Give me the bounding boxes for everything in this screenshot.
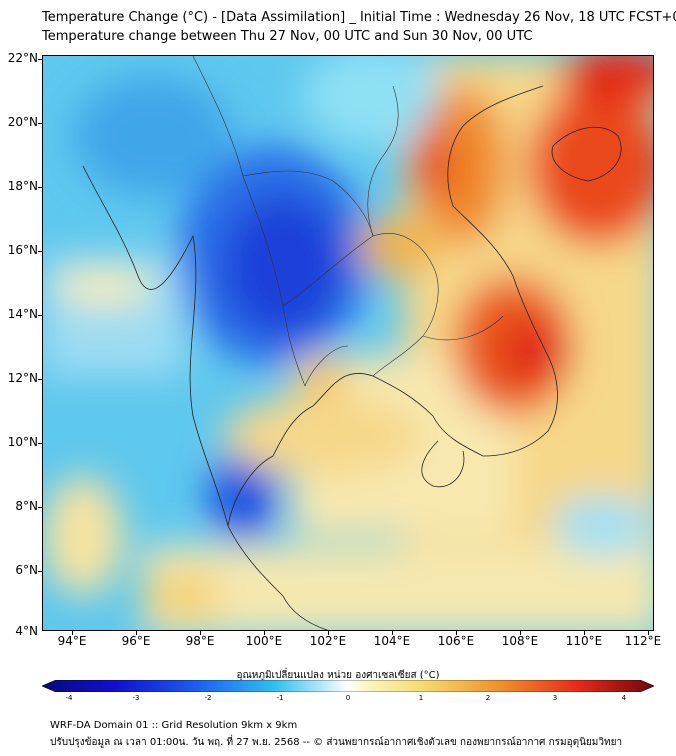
- colorbar-tick: -1: [276, 694, 284, 702]
- lat-tick: [38, 379, 42, 380]
- lat-label-10n: 10°N: [7, 435, 38, 449]
- lon-tick: [520, 631, 521, 635]
- lon-label-102e: 102°E: [309, 634, 347, 648]
- lon-label-110e: 110°E: [565, 634, 603, 648]
- lon-label-94e: 94°E: [57, 634, 87, 648]
- lat-label-14n: 14°N: [7, 307, 38, 321]
- lon-tick: [648, 631, 649, 635]
- colorbar-tick: 4: [621, 694, 627, 702]
- colorbar-tick: -3: [132, 694, 140, 702]
- temperature-field: [43, 56, 653, 630]
- lon-tick: [72, 631, 73, 635]
- footer-credit: ปรับปรุงข้อมูล ณ เวลา 01:00น. วัน พฤ. ที…: [50, 737, 623, 748]
- lat-tick: [38, 251, 42, 252]
- lon-label-108e: 108°E: [501, 634, 539, 648]
- lon-label-100e: 100°E: [245, 634, 283, 648]
- colorbar-tick: 3: [552, 694, 558, 702]
- lat-label-6n: 6°N: [15, 563, 38, 577]
- lat-tick: [38, 507, 42, 508]
- lon-tick: [456, 631, 457, 635]
- lat-label-4n: 4°N: [15, 624, 38, 638]
- lon-label-104e: 104°E: [373, 634, 411, 648]
- lon-tick: [328, 631, 329, 635]
- lon-tick: [136, 631, 137, 635]
- lon-tick: [264, 631, 265, 635]
- lat-label-20n: 20°N: [7, 115, 38, 129]
- lon-label-96e: 96°E: [121, 634, 151, 648]
- lon-label-106e: 106°E: [437, 634, 475, 648]
- lat-label-12n: 12°N: [7, 371, 38, 385]
- colorbar: [42, 680, 654, 692]
- lat-tick: [38, 187, 42, 188]
- lon-label-98e: 98°E: [185, 634, 215, 648]
- colorbar-tick: 1: [418, 694, 424, 702]
- lon-label-112e: 112°E: [624, 634, 662, 648]
- lat-tick: [38, 123, 42, 124]
- temperature-change-map: [42, 55, 654, 631]
- lon-tick: [584, 631, 585, 635]
- lat-label-22n: 22°N: [7, 51, 38, 65]
- colorbar-label: อุณหภูมิเปลี่ยนแปลง หน่วย องศาเซลเซียส (…: [236, 670, 440, 681]
- lon-tick: [200, 631, 201, 635]
- colorbar-tick: -4: [65, 694, 73, 702]
- coastlines: [82, 85, 622, 630]
- map-subtitle: Temperature change between Thu 27 Nov, 0…: [42, 29, 533, 44]
- colorbar-tick: 0: [345, 694, 351, 702]
- lat-tick: [38, 571, 42, 572]
- map-canvas: [43, 56, 653, 630]
- lat-label-18n: 18°N: [7, 179, 38, 193]
- lat-tick: [38, 315, 42, 316]
- colorbar-tick: 2: [485, 694, 491, 702]
- lat-label-8n: 8°N: [15, 499, 38, 513]
- map-title: Temperature Change (°C) - [Data Assimila…: [42, 10, 676, 25]
- lat-tick: [38, 443, 42, 444]
- lon-tick: [392, 631, 393, 635]
- colorbar-tick: -2: [204, 694, 212, 702]
- footer-resolution: WRF-DA Domain 01 :: Grid Resolution 9km …: [50, 720, 298, 731]
- lat-label-16n: 16°N: [7, 243, 38, 257]
- lat-tick: [38, 59, 42, 60]
- borders: [192, 56, 504, 387]
